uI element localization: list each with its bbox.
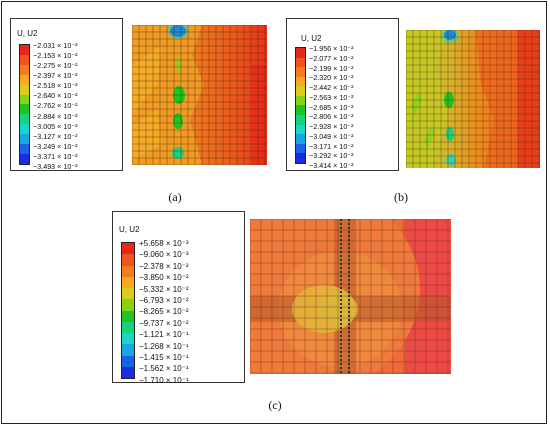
contour-plot-b <box>406 30 540 168</box>
legend-c-label: −1.268 × 10⁻¹ <box>139 341 189 351</box>
legend-swatch <box>296 86 305 96</box>
legend-c-label: −9.060 × 10⁻³ <box>139 250 189 260</box>
legend-swatch <box>122 344 134 356</box>
contour-plot-c <box>250 219 451 374</box>
legend-c-label: −1.415 × 10⁻¹ <box>139 353 189 363</box>
legend-swatch <box>122 299 134 311</box>
caption-a: (a) <box>168 190 182 204</box>
legend-swatch <box>20 54 29 65</box>
legend-swatch <box>296 48 305 58</box>
legend-a-label: −3.493 × 10⁻² <box>33 161 78 171</box>
legend-b-label: −3.049 × 10⁻² <box>309 131 354 141</box>
legend-swatch <box>296 105 305 116</box>
legend-b-label: −3.171 × 10⁻² <box>309 141 354 151</box>
legend-swatch <box>296 115 305 125</box>
legend-swatch <box>122 333 134 345</box>
legend-swatch <box>122 265 134 277</box>
legend-a-label: −2.518 × 10⁻² <box>33 81 78 91</box>
legend-swatch <box>122 276 134 288</box>
legend-c-label: −3.850 × 10⁻² <box>139 273 189 283</box>
legend-swatch <box>296 67 305 77</box>
legend-swatch <box>296 76 305 87</box>
legend-b-labels: −1.956 × 10⁻² −2.077 × 10⁻² −2.199 × 10⁻… <box>309 44 354 171</box>
legend-b-label: −2.563 × 10⁻² <box>309 92 354 102</box>
legend-a-label: −3.127 × 10⁻² <box>33 131 78 141</box>
legend-a-label: −2.031 × 10⁻² <box>33 41 78 50</box>
legend-b-colorbar <box>295 47 306 164</box>
legend-c-labels: +5.658 × 10⁻³ −9.060 × 10⁻³ −2.378 × 10⁻… <box>139 238 189 386</box>
legend-c-label: −2.378 × 10⁻² <box>139 261 189 271</box>
legend-swatch <box>20 45 29 55</box>
legend-swatch <box>122 321 134 333</box>
caption-b: (b) <box>394 190 408 204</box>
legend-swatch <box>20 144 29 154</box>
legend-c-label: −1.562 × 10⁻¹ <box>139 364 189 374</box>
legend-b-label: −2.320 × 10⁻² <box>309 73 354 83</box>
legend-c-label: −5.332 × 10⁻² <box>139 284 189 294</box>
legend-b-label: −2.077 × 10⁻² <box>309 53 354 63</box>
legend-swatch <box>20 153 29 164</box>
legend-swatch <box>296 134 305 144</box>
legend-a-label: −3.371 × 10⁻² <box>33 151 78 161</box>
legend-c-colorbar <box>121 242 135 379</box>
legend-a-label: −3.005 × 10⁻² <box>33 121 78 131</box>
legend-b-label: −2.928 × 10⁻² <box>309 122 354 131</box>
legend-a-label: −2.762 × 10⁻² <box>33 101 78 111</box>
legend-swatch <box>296 153 305 163</box>
legend-b-label: −3.414 × 10⁻² <box>309 161 354 170</box>
legend-b-label: −2.199 × 10⁻² <box>309 63 354 73</box>
legend-c-label: +5.658 × 10⁻³ <box>139 239 189 248</box>
legend-swatch <box>296 143 305 154</box>
legend-c-label: −1.710 × 10⁻¹ <box>139 375 189 385</box>
legend-swatch <box>20 74 29 85</box>
legend-b-label: −3.292 × 10⁻² <box>309 151 354 161</box>
legend-a-title: U, U2 <box>17 29 38 38</box>
legend-a-label: −2.153 × 10⁻² <box>33 51 78 61</box>
legend-swatch <box>122 288 134 300</box>
legend-swatch <box>296 57 305 68</box>
legend-a-label: −2.397 × 10⁻² <box>33 71 78 81</box>
legend-a-label: −2.884 × 10⁻² <box>33 111 78 121</box>
legend-swatch <box>122 254 134 266</box>
legend-b-title: U, U2 <box>301 34 322 43</box>
legend-a-labels: −2.031 × 10⁻² −2.153 × 10⁻² −2.275 × 10⁻… <box>33 41 78 172</box>
legend-swatch <box>296 124 305 135</box>
legend-swatch <box>122 366 134 378</box>
legend-c-label: −9.737 × 10⁻² <box>139 318 189 328</box>
legend-c-title: U, U2 <box>119 225 140 234</box>
legend-b-label: −2.685 × 10⁻² <box>309 102 354 112</box>
legend-a-label: −3.249 × 10⁻² <box>33 141 78 151</box>
legend-a: U, U2 −2.031 × 10⁻² −2.153 × 10⁻² −2.275… <box>10 18 123 171</box>
legend-b-label: −1.956 × 10⁻² <box>309 44 354 53</box>
legend-swatch <box>20 104 29 115</box>
legend-c: U, U2 +5.658 × 10⁻³ −9.060 × 10⁻³ −2.378… <box>112 211 245 386</box>
caption-c: (c) <box>268 398 282 412</box>
legend-swatch <box>20 114 29 125</box>
legend-swatch <box>296 95 305 106</box>
legend-c-label: −6.793 × 10⁻² <box>139 296 189 306</box>
legend-c-label: −8.265 × 10⁻² <box>139 307 189 317</box>
legend-swatch <box>122 243 134 255</box>
legend-a-label: −2.275 × 10⁻² <box>33 61 78 71</box>
legend-swatch <box>20 134 29 145</box>
legend-swatch <box>20 94 29 105</box>
legend-swatch <box>20 124 29 135</box>
legend-swatch <box>20 64 29 75</box>
legend-b-label: −2.442 × 10⁻² <box>309 83 354 92</box>
legend-b: U, U2 −1.956 × 10⁻² −2.077 × 10⁻² −2.199… <box>286 18 399 171</box>
legend-swatch <box>122 310 134 322</box>
legend-b-label: −2.806 × 10⁻² <box>309 112 354 122</box>
legend-a-colorbar <box>19 44 30 165</box>
legend-a-label: −2.640 × 10⁻² <box>33 91 78 101</box>
legend-swatch <box>20 84 29 95</box>
legend-c-label: −1.121 × 10⁻¹ <box>139 330 189 340</box>
legend-swatch <box>122 355 134 367</box>
contour-plot-a <box>132 25 267 165</box>
